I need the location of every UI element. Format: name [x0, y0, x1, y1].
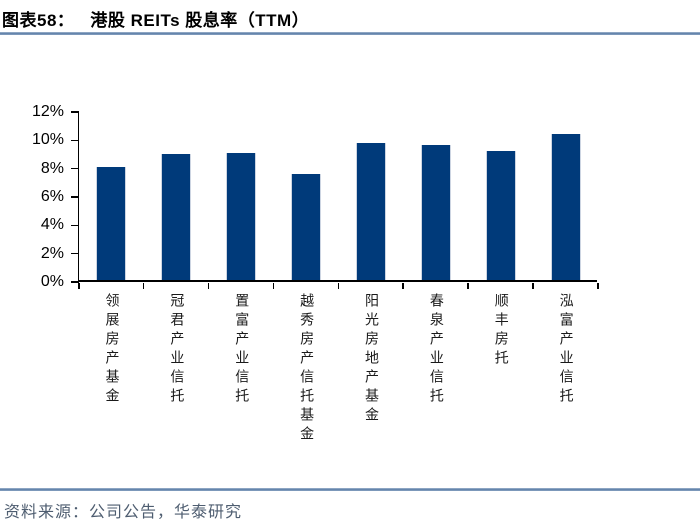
- x-tick-mark: [597, 283, 599, 289]
- y-tick-mark: [71, 281, 79, 283]
- x-tick-mark: [78, 283, 80, 289]
- y-tick-label: 0%: [40, 273, 64, 290]
- x-tick-mark: [467, 283, 469, 289]
- y-tick-mark: [71, 139, 79, 142]
- x-category-label: 越秀房产信托基金: [273, 293, 338, 445]
- x-category-label-text: 越秀房产信托基金: [298, 293, 314, 445]
- x-tick-mark: [207, 283, 210, 289]
- x-category-label: 冠君产业信托: [143, 293, 208, 407]
- bar-顺丰房托: [486, 151, 515, 280]
- x-category-label-text: 领展房产基金: [103, 293, 119, 407]
- x-category-label: 顺丰房托: [467, 293, 532, 369]
- y-tick-mark: [71, 196, 79, 198]
- y-axis-tick-labels: 0% 2% 4% 6% 8% 10% 12%: [0, 103, 64, 290]
- x-category-label: 泓富产业信托: [532, 293, 597, 407]
- x-category-label: 阳光房地产基金: [338, 293, 403, 426]
- bar-置富产业信托: [227, 152, 256, 280]
- figure-title: 图表58： 港股 REITs 股息率（TTM）: [2, 6, 309, 31]
- figure-number-label: 图表58：: [2, 11, 75, 30]
- x-category-label: 领展房产基金: [78, 293, 143, 407]
- bar-冠君产业信托: [162, 153, 191, 280]
- bar-春泉产业信托: [421, 145, 450, 280]
- bar-阳光房地产基金: [356, 142, 385, 280]
- x-category-label-text: 冠君产业信托: [168, 293, 184, 407]
- y-tick-label: 10%: [31, 131, 64, 149]
- x-category-label: 置富产业信托: [208, 293, 273, 407]
- y-tick-mark: [71, 252, 79, 255]
- x-axis-category-labels: 领展房产基金 冠君产业信托 置富产业信托 越秀房产信托基金 阳光房地产基金 春泉产业信托 顺…: [78, 293, 597, 458]
- bar-越秀房产信托基金: [292, 173, 321, 280]
- x-tick-mark: [337, 283, 339, 289]
- y-tick-mark: [71, 111, 79, 113]
- y-tick-label: 12%: [31, 103, 64, 120]
- x-tick-mark: [272, 283, 275, 289]
- x-category-label-text: 置富产业信托: [233, 293, 249, 407]
- x-tick-mark: [532, 283, 534, 289]
- x-axis-tick-marks: [78, 283, 599, 289]
- y-tick-label: 8%: [40, 159, 64, 177]
- y-tick-label: 2%: [40, 244, 64, 262]
- figure-title-text: 港股 REITs 股息率（TTM）: [90, 11, 310, 30]
- title-divider: [0, 32, 700, 35]
- x-tick-mark: [142, 283, 145, 289]
- y-tick-label: 4%: [40, 216, 64, 234]
- x-category-label-text: 泓富产业信托: [557, 293, 573, 407]
- y-axis-tick-marks: [71, 111, 79, 283]
- x-category-label: 春泉产业信托: [402, 293, 467, 407]
- y-tick-mark: [71, 224, 79, 227]
- source-note: 资料来源：公司公告，华泰研究: [4, 504, 243, 521]
- plot-area: [78, 112, 597, 282]
- x-category-label-text: 阳光房地产基金: [362, 293, 378, 426]
- bar-领展房产基金: [97, 166, 126, 280]
- y-tick-label: 6%: [40, 188, 64, 205]
- x-category-label-text: 顺丰房托: [492, 293, 508, 369]
- bar-泓富产业信托: [551, 134, 580, 280]
- footer-divider: [0, 488, 700, 491]
- x-tick-mark: [402, 283, 404, 289]
- y-tick-mark: [71, 167, 79, 170]
- x-category-label-text: 春泉产业信托: [427, 293, 443, 407]
